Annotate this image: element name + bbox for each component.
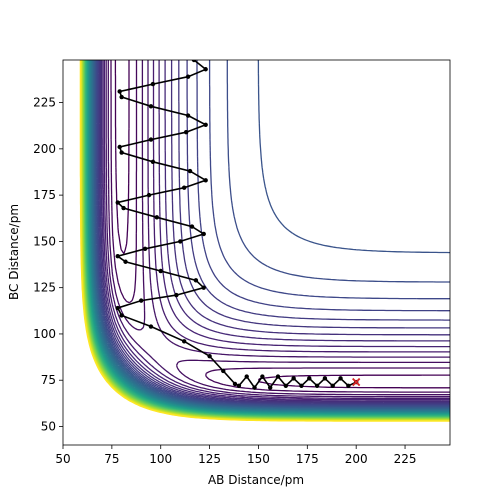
y-tick-label: 150: [33, 234, 56, 248]
trajectory-point: [330, 383, 335, 388]
trajectory-point: [119, 313, 124, 318]
trajectory-point: [117, 89, 122, 94]
trajectory-point: [119, 150, 124, 155]
x-tick-label: 200: [345, 452, 368, 466]
trajectory-point: [187, 168, 193, 174]
contour-line: [102, 60, 450, 401]
contour-line: [99, 60, 450, 403]
trajectory-point: [275, 374, 281, 379]
trajectory-point: [123, 259, 128, 264]
trajectory-point: [181, 185, 187, 190]
y-tick-label: 100: [33, 327, 56, 341]
trajectory-point: [221, 368, 226, 374]
trajectory-point: [299, 383, 304, 388]
y-tick-label: 175: [33, 188, 56, 202]
x-tick-label: 125: [198, 452, 221, 466]
contour-line: [90, 60, 450, 412]
contour-line: [107, 60, 450, 396]
trajectory-point: [142, 246, 148, 251]
contour-line: [110, 60, 450, 393]
trajectory-point: [203, 67, 208, 72]
trajectory-point: [115, 254, 120, 259]
contour-line: [114, 60, 450, 389]
trajectory-group: [115, 60, 361, 390]
trajectory-point: [115, 200, 120, 205]
y-axis-label: BC Distance/pm: [7, 204, 21, 300]
contour-line: [83, 60, 450, 419]
trajectory-point: [283, 383, 289, 388]
y-tick-label: 225: [33, 96, 56, 110]
trajectory-point: [314, 383, 320, 388]
x-tick-label: 50: [55, 452, 70, 466]
trajectory-point: [117, 144, 122, 150]
trajectory-point: [148, 137, 154, 142]
trajectory-point: [193, 278, 199, 283]
contour-line: [95, 60, 450, 408]
trajectory-point: [185, 74, 191, 79]
contour-group: [79, 60, 450, 422]
trajectory-point: [322, 376, 328, 381]
trajectory-point: [232, 381, 238, 387]
contour-line: [96, 60, 450, 407]
y-tick-label: 75: [41, 373, 56, 387]
trajectory-point: [244, 374, 249, 379]
contour-line: [79, 60, 450, 422]
contour-line: [103, 60, 450, 400]
x-tick-label: 75: [104, 452, 119, 466]
trajectory-point: [201, 231, 206, 237]
x-tick-label: 175: [296, 452, 319, 466]
y-tick-label: 125: [33, 281, 56, 295]
trajectory-point: [121, 205, 126, 211]
x-axis-label: AB Distance/pm: [208, 473, 304, 487]
x-tick-label: 150: [247, 452, 270, 466]
trajectory-point: [138, 298, 144, 303]
plot-frame: [62, 59, 451, 446]
trajectory-point: [203, 178, 208, 183]
trajectory-point: [191, 60, 197, 63]
trajectory-point: [307, 376, 312, 381]
y-tick-label: 200: [33, 142, 56, 156]
trajectory-point: [252, 385, 257, 390]
trajectory-point: [154, 215, 160, 220]
start-marker: [352, 377, 361, 387]
trajectory-point: [346, 383, 351, 388]
trajectory-point: [181, 339, 187, 344]
trajectory-point: [148, 104, 154, 109]
trajectory-point: [291, 376, 296, 381]
contour-line: [82, 60, 450, 419]
contour-line: [82, 60, 450, 420]
trajectory-point: [146, 192, 152, 198]
contour-line: [105, 60, 450, 398]
trajectory-point: [185, 113, 191, 118]
contour-line: [98, 60, 450, 404]
trajectory-point: [338, 376, 343, 381]
contour-line: [82, 60, 450, 420]
trajectory-point: [158, 268, 163, 274]
x-tick-label: 100: [149, 452, 172, 466]
trajectory-point: [115, 305, 120, 311]
y-tick-label: 50: [41, 419, 56, 433]
contour-line: [97, 60, 450, 405]
contour-line: [88, 60, 450, 414]
contour-line: [100, 60, 450, 402]
trajectory-point: [201, 285, 206, 290]
trajectory-point: [189, 224, 195, 229]
contour-line: [84, 60, 450, 418]
trajectory-point: [174, 292, 179, 298]
trajectory-point: [183, 129, 189, 135]
trajectory-point: [148, 324, 154, 329]
x-tick-label: 225: [394, 452, 417, 466]
trajectory-point: [267, 385, 273, 390]
trajectory-point: [207, 353, 212, 359]
trajectory-point: [178, 239, 183, 244]
trajectory-point: [260, 374, 265, 379]
contour-line: [90, 60, 450, 412]
trajectory-point: [150, 81, 156, 87]
trajectory-point: [203, 122, 208, 127]
trajectory-point: [119, 94, 124, 100]
trajectory-point: [150, 159, 156, 165]
contour-line: [96, 60, 450, 406]
trajectory-point: [236, 383, 242, 388]
